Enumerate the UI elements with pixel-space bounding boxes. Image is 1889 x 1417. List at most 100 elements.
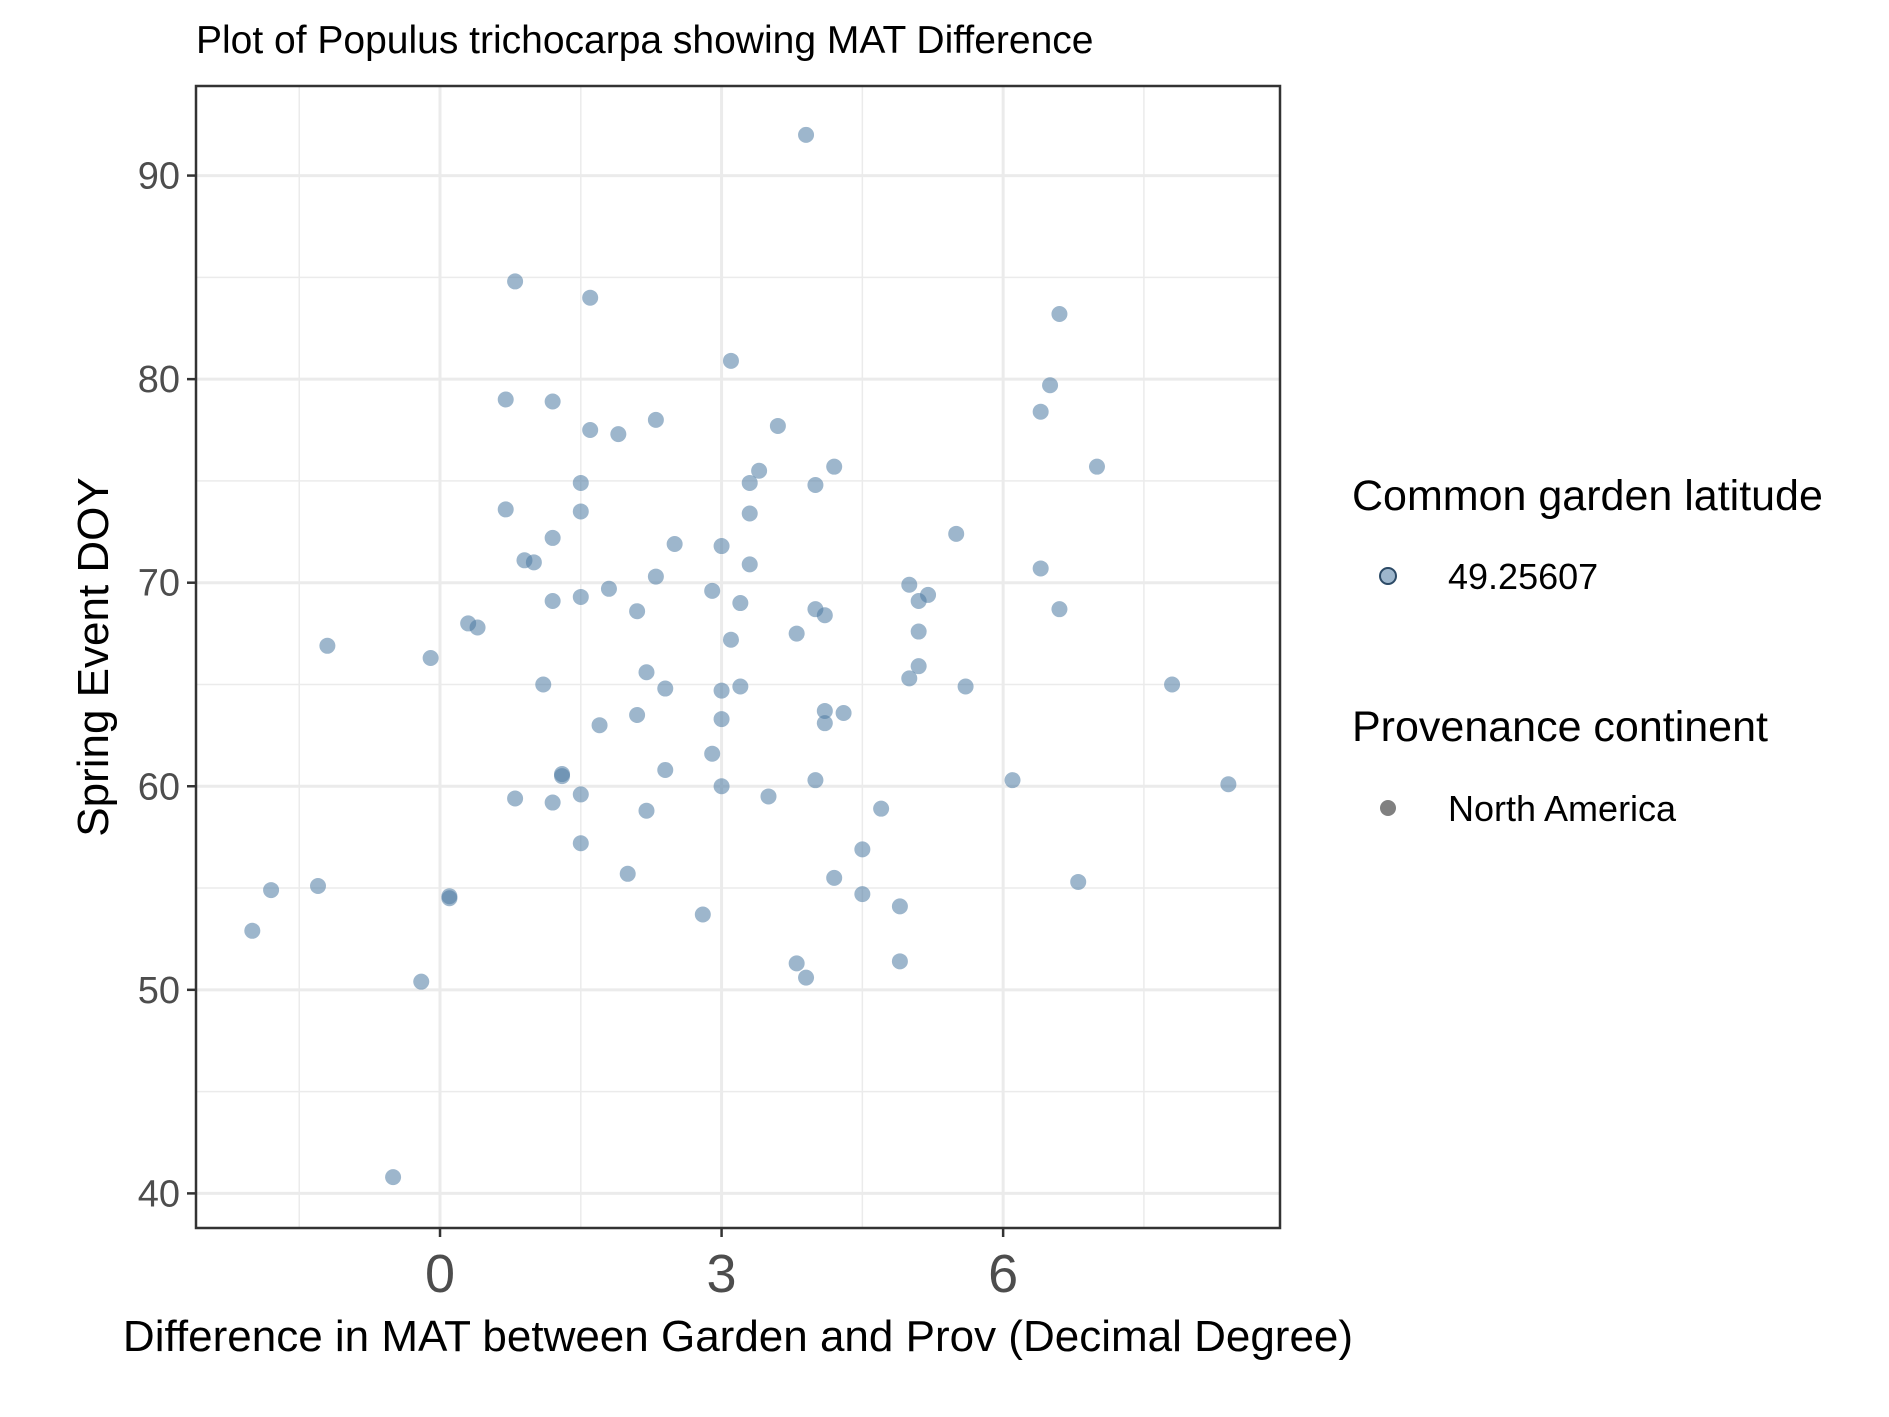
data-point	[741, 556, 758, 573]
data-point	[751, 462, 768, 479]
data-point	[901, 670, 918, 687]
legend-key-continent	[1380, 800, 1396, 816]
y-tick-label: 60	[138, 766, 180, 808]
data-point	[798, 126, 815, 143]
data-point	[1051, 305, 1068, 322]
legend-title-latitude: Common garden latitude	[1352, 472, 1823, 520]
y-tick-label: 40	[138, 1173, 180, 1215]
data-point	[704, 745, 721, 762]
plot-panel-border	[194, 84, 1282, 1230]
data-point	[732, 678, 749, 695]
data-point	[807, 476, 824, 493]
data-point	[497, 501, 514, 518]
data-point	[572, 503, 589, 520]
data-point	[638, 664, 655, 681]
data-point	[591, 717, 608, 734]
data-point	[572, 588, 589, 605]
data-point	[788, 625, 805, 642]
data-point	[826, 458, 843, 475]
data-point	[910, 658, 927, 675]
data-point	[544, 593, 561, 610]
data-point	[704, 582, 721, 599]
data-point	[826, 869, 843, 886]
data-point	[1032, 560, 1049, 577]
data-point	[657, 680, 674, 697]
y-tick-label: 50	[138, 970, 180, 1012]
data-point	[948, 525, 965, 542]
data-point	[469, 619, 486, 636]
data-point	[1051, 601, 1068, 618]
data-point	[413, 973, 430, 990]
data-point	[629, 603, 646, 620]
data-point	[1032, 403, 1049, 420]
data-point	[760, 788, 777, 805]
data-point	[422, 650, 439, 667]
data-point	[554, 768, 571, 785]
data-point	[694, 906, 711, 923]
data-point	[647, 411, 664, 428]
data-point	[722, 352, 739, 369]
data-point	[769, 417, 786, 434]
data-point	[666, 536, 683, 553]
data-point	[638, 802, 655, 819]
data-point	[722, 631, 739, 648]
legend-label-latitude: 49.25607	[1448, 556, 1598, 597]
data-point	[1164, 676, 1181, 693]
data-point	[741, 505, 758, 522]
data-point	[582, 289, 599, 306]
y-tick-label: 70	[138, 563, 180, 605]
data-point	[525, 554, 542, 571]
y-tick-label: 90	[138, 156, 180, 198]
data-point	[572, 786, 589, 803]
data-point	[507, 790, 524, 807]
data-point	[544, 794, 561, 811]
data-point	[319, 637, 336, 654]
data-points	[244, 126, 1237, 1186]
x-tick-label: 6	[988, 1244, 1018, 1304]
legend-key-latitude	[1379, 567, 1397, 585]
data-point	[507, 273, 524, 290]
data-point	[619, 865, 636, 882]
data-point	[441, 890, 458, 907]
axis-ticks: 40 50 60 70 80 90 0 3 6	[138, 156, 1018, 1304]
data-point	[1042, 377, 1059, 394]
data-point	[1088, 458, 1105, 475]
data-point	[310, 878, 327, 895]
data-point	[910, 593, 927, 610]
data-point	[544, 529, 561, 546]
data-point	[732, 595, 749, 612]
data-point	[891, 898, 908, 915]
data-point	[544, 393, 561, 410]
data-point	[610, 426, 627, 443]
data-point	[854, 841, 871, 858]
data-point	[1220, 776, 1237, 793]
data-point	[788, 955, 805, 972]
data-point	[1070, 873, 1087, 890]
data-point	[891, 953, 908, 970]
x-axis-title: Difference in MAT between Garden and Pro…	[123, 1312, 1353, 1361]
data-point	[244, 922, 261, 939]
grid	[196, 86, 1280, 1228]
data-point	[713, 778, 730, 795]
data-point	[816, 607, 833, 624]
legend-label-continent: North America	[1448, 788, 1677, 829]
legend-provenance-continent: Provenance continent North America	[1352, 703, 1768, 829]
data-point	[798, 969, 815, 986]
data-point	[647, 568, 664, 585]
data-point	[957, 678, 974, 695]
data-point	[385, 1169, 402, 1186]
data-point	[816, 702, 833, 719]
legend-title-continent: Provenance continent	[1352, 703, 1768, 751]
data-point	[572, 474, 589, 491]
y-tick-label: 80	[138, 359, 180, 401]
data-point	[807, 772, 824, 789]
data-point	[629, 707, 646, 724]
data-point	[713, 711, 730, 728]
data-point	[497, 391, 514, 408]
data-point	[910, 623, 927, 640]
data-point	[572, 835, 589, 852]
data-point	[535, 676, 552, 693]
data-point	[873, 800, 890, 817]
data-point	[835, 704, 852, 721]
